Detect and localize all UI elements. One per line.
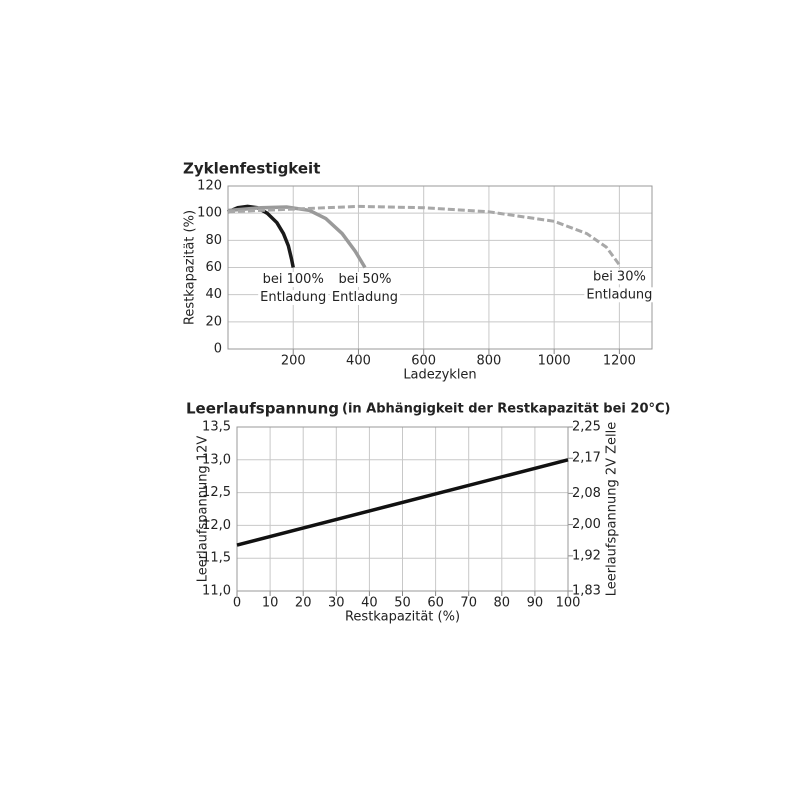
x-tick-label: 1200 — [603, 354, 636, 369]
y-tick-label: 13,0 — [202, 452, 231, 467]
x-tick-label: 0 — [233, 596, 241, 611]
y-tick-label: 13,5 — [202, 420, 231, 435]
y-tick-label: 60 — [205, 260, 222, 275]
x-tick-label: 1000 — [538, 354, 571, 369]
y-tick-label: 11,5 — [202, 551, 231, 566]
y-tick-label: 0 — [214, 342, 222, 357]
y-tick-label: 11,0 — [202, 584, 231, 599]
x-tick-label: 20 — [295, 596, 312, 611]
y2-tick-label: 2,25 — [572, 420, 601, 435]
x-tick-label: 40 — [361, 596, 378, 611]
series-line — [227, 204, 295, 268]
x-tick-label: 10 — [262, 596, 279, 611]
annotation-bg — [590, 269, 648, 285]
y2-tick-label: 2,17 — [572, 451, 601, 466]
plot-frame — [227, 185, 653, 350]
y2-axis-label: Leerlaufspannung 2V Zelle — [605, 422, 620, 597]
x-tick-label: 200 — [281, 354, 306, 369]
y-axis-label: Restkapazität (%) — [183, 210, 198, 325]
x-tick-label: 70 — [460, 596, 477, 611]
x-axis-label: Ladezyklen — [403, 368, 476, 383]
y2-tick-label: 2,00 — [572, 517, 601, 532]
series-line — [227, 204, 621, 266]
x-tick-label: 30 — [328, 596, 345, 611]
chart-title: Leerlaufspannung — [186, 400, 339, 418]
annotation: Entladung — [332, 290, 398, 305]
plot-frame — [236, 426, 569, 592]
chart-title: Zyklenfestigkeit — [183, 160, 320, 178]
y-tick-label: 40 — [205, 287, 222, 302]
y2-tick-label: 1,83 — [572, 584, 601, 599]
x-tick-label: 50 — [394, 596, 411, 611]
annotation-bg — [336, 272, 394, 287]
x-axis-label: Restkapazität (%) — [345, 610, 460, 625]
annotation-bg — [258, 290, 329, 305]
y-tick-label: 12,5 — [202, 485, 231, 500]
y2-tick-label: 2,08 — [572, 486, 601, 501]
y-tick-label: 120 — [197, 179, 222, 194]
annotation-bg — [260, 272, 326, 287]
series-line — [227, 205, 367, 269]
annotation: bei 30% — [593, 269, 646, 284]
x-tick-label: 600 — [411, 354, 436, 369]
x-tick-label: 90 — [527, 596, 544, 611]
y-tick-label: 12,0 — [202, 518, 231, 533]
x-tick-label: 800 — [477, 354, 502, 369]
series-line — [236, 458, 569, 547]
y-tick-label: 100 — [197, 206, 222, 221]
annotation-bg — [329, 290, 401, 305]
y-axis-label: Leerlaufspannung 12V — [196, 436, 211, 583]
y-tick-label: 80 — [205, 233, 222, 248]
annotation-bg — [584, 287, 655, 303]
x-tick-label: 80 — [494, 596, 511, 611]
x-tick-label: 400 — [346, 354, 371, 369]
y-tick-label: 20 — [205, 314, 222, 329]
chart-subtitle: (in Abhängigkeit der Restkapazität bei 2… — [342, 402, 670, 417]
annotation: bei 100% — [263, 272, 324, 287]
annotation: Entladung — [260, 290, 326, 305]
y2-tick-label: 1,92 — [572, 548, 601, 563]
annotation: bei 50% — [339, 272, 392, 287]
x-tick-label: 60 — [427, 596, 444, 611]
x-tick-label: 100 — [556, 596, 581, 611]
annotation: Entladung — [586, 287, 652, 302]
